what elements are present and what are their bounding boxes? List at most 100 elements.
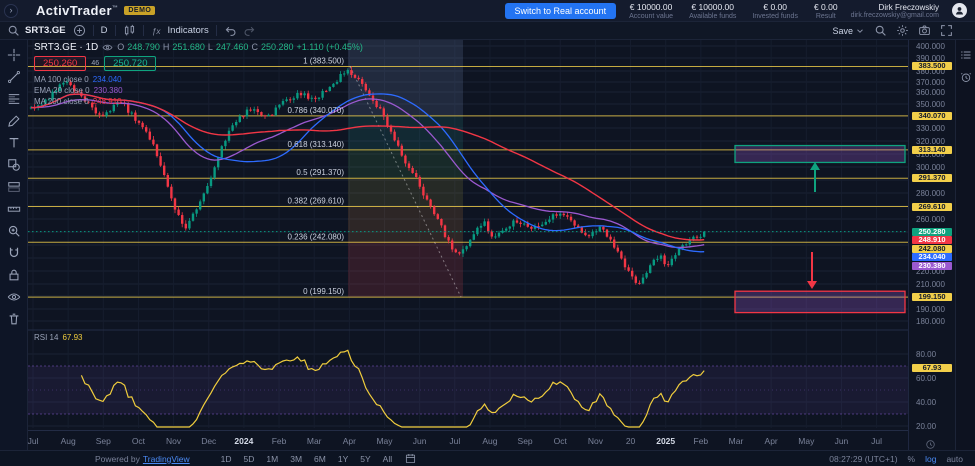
alerts-icon[interactable] — [960, 70, 972, 82]
trash-tool[interactable] — [7, 312, 21, 326]
redo-icon[interactable] — [243, 24, 256, 37]
svg-text:0 (199.150): 0 (199.150) — [303, 287, 344, 296]
text-tool[interactable] — [7, 136, 21, 150]
symbol-search-icon[interactable] — [7, 24, 20, 37]
drawing-toolbar — [0, 40, 28, 450]
range-button-1y[interactable]: 1Y — [337, 453, 349, 464]
symbol-name[interactable]: SRT3.GE — [25, 25, 66, 36]
timeframe-button[interactable]: D — [100, 25, 108, 36]
position-tool[interactable] — [7, 180, 21, 194]
price-tick-label: 350.000 — [916, 100, 945, 109]
buy-button[interactable]: 250.720 — [104, 56, 157, 71]
indicator-value: 234.040 — [92, 75, 122, 84]
fib-layer — [28, 40, 908, 298]
chevron-down-icon — [855, 26, 865, 36]
watchlist-icon[interactable] — [960, 48, 972, 60]
indicator-value: 248.910 — [92, 97, 122, 106]
price-tick-label: 210.000 — [916, 280, 945, 289]
price-level-chip: 248.910 — [912, 235, 952, 245]
percent-scale-button[interactable]: % — [907, 453, 916, 464]
settings-gear-icon[interactable] — [896, 24, 909, 37]
user-block: Dirk Freczowskiy dirk.freczowskiy@gmail.… — [851, 3, 939, 19]
compare-add-icon[interactable] — [73, 24, 86, 37]
range-button-5y[interactable]: 5Y — [360, 453, 371, 464]
log-scale-button[interactable]: log — [925, 453, 937, 464]
indicator-legend-row[interactable]: MA 100 close 0 234.040 — [34, 75, 122, 84]
rsi-tick-label: 80.00 — [916, 350, 937, 359]
time-tick-label: Oct — [553, 436, 567, 446]
time-tick-label: Feb — [271, 436, 287, 446]
time-tick-label: May — [376, 436, 393, 446]
lock-tool[interactable] — [7, 268, 21, 282]
indicators-fx-icon[interactable]: ƒx — [151, 24, 164, 37]
save-layout-button[interactable]: Save — [832, 26, 865, 36]
toolbar-divider — [142, 25, 144, 36]
price-tick-label: 180.000 — [916, 317, 945, 326]
price-axis[interactable]: 400.000 390.000 380.000 370.000 360.000 350.0… — [908, 40, 955, 450]
eye-icon[interactable] — [102, 42, 113, 53]
shapes-tool[interactable] — [7, 158, 21, 172]
change-value: +1.110 (+0.45%) — [296, 42, 363, 52]
switch-to-real-account-button[interactable]: Switch to Real account — [504, 2, 617, 19]
range-button-1d[interactable]: 1D — [220, 453, 232, 464]
svg-text:0.5 (291.370): 0.5 (291.370) — [296, 168, 344, 177]
range-button-5d[interactable]: 5D — [243, 453, 255, 464]
avatar[interactable] — [952, 3, 967, 18]
eye-tool[interactable] — [7, 290, 21, 304]
time-tick-label: Oct — [131, 436, 146, 446]
chart-style-icon[interactable] — [123, 24, 136, 37]
screenshot-camera-icon[interactable] — [918, 24, 931, 37]
spread-value: 46 — [91, 60, 100, 67]
undo-icon[interactable] — [224, 24, 237, 37]
price-chart[interactable]: 1 (383.500) 0.786 (340.070) 0.618 (313.140… — [28, 40, 908, 430]
search-icon[interactable] — [874, 24, 887, 37]
indicator-legend-row[interactable]: MA 200 close 0 248.910 — [34, 97, 122, 106]
time-axis[interactable]: Jul Aug Sep Oct Nov Dec 2024 Feb Mar Apr May Jun Jul… — [28, 430, 908, 450]
chart-toolbar: SRT3.GE D ƒx Indicators Save — [0, 22, 975, 40]
brush-tool[interactable] — [7, 114, 21, 128]
indicators-button[interactable]: Indicators — [167, 25, 209, 36]
rsi-legend[interactable]: RSI 14 67.93 — [34, 333, 83, 342]
rsi-value: 67.93 — [62, 333, 83, 342]
sidebar-expand-button[interactable]: › — [4, 3, 18, 18]
indicator-legend-row[interactable]: EMA 20 close 0 230.380 — [34, 86, 123, 95]
zones-layer — [734, 144, 906, 314]
price-tick-label: 190.000 — [916, 305, 945, 314]
fib-tool[interactable] — [7, 92, 21, 106]
legend-symbol-title[interactable]: SRT3.GE · 1D — [34, 42, 99, 53]
go-to-date-icon[interactable] — [405, 453, 416, 464]
clock-icon[interactable] — [925, 437, 936, 449]
account-stat: € 0.00 Invested funds — [752, 1, 798, 20]
range-button-3m[interactable]: 3M — [290, 453, 303, 464]
zoom-tool[interactable] — [7, 224, 21, 238]
tradingview-link[interactable]: TradingView — [142, 453, 190, 464]
time-tick-label: Sep — [95, 436, 111, 446]
ohlc-value: 250.280 — [260, 42, 294, 52]
auto-scale-button[interactable]: auto — [946, 453, 963, 464]
range-button-1m[interactable]: 1M — [266, 453, 279, 464]
crosshair-tool[interactable] — [7, 48, 21, 62]
time-tick-label: Jul — [27, 436, 39, 446]
measure-tool[interactable] — [7, 202, 21, 216]
time-tick-label: Sep — [517, 436, 533, 446]
time-tick-label: Jul — [871, 436, 883, 446]
range-button-6m[interactable]: 6M — [314, 453, 326, 464]
trendline-tool[interactable] — [7, 70, 21, 84]
price-tick-label: 360.000 — [916, 88, 945, 97]
time-tick-label: Aug — [482, 436, 498, 446]
price-level-chip: 230.380 — [912, 261, 952, 270]
rsi-value-chip: 67.93 — [912, 364, 952, 373]
svg-text:0.618 (313.140): 0.618 (313.140) — [288, 140, 345, 149]
time-tick-label: Feb — [693, 436, 709, 446]
candles-layer — [29, 66, 706, 285]
range-button-all[interactable]: All — [382, 453, 393, 464]
sell-button[interactable]: 250.260 — [34, 56, 87, 71]
fullscreen-icon[interactable] — [940, 24, 953, 37]
price-tick-label: 260.000 — [916, 215, 945, 224]
clock-text: 08:27:29 (UTC+1) — [829, 453, 898, 464]
svg-text:ƒx: ƒx — [151, 27, 161, 36]
ohlc-label: L — [207, 42, 213, 52]
time-tick-label: Aug — [60, 436, 76, 446]
magnet-tool[interactable] — [7, 246, 21, 260]
